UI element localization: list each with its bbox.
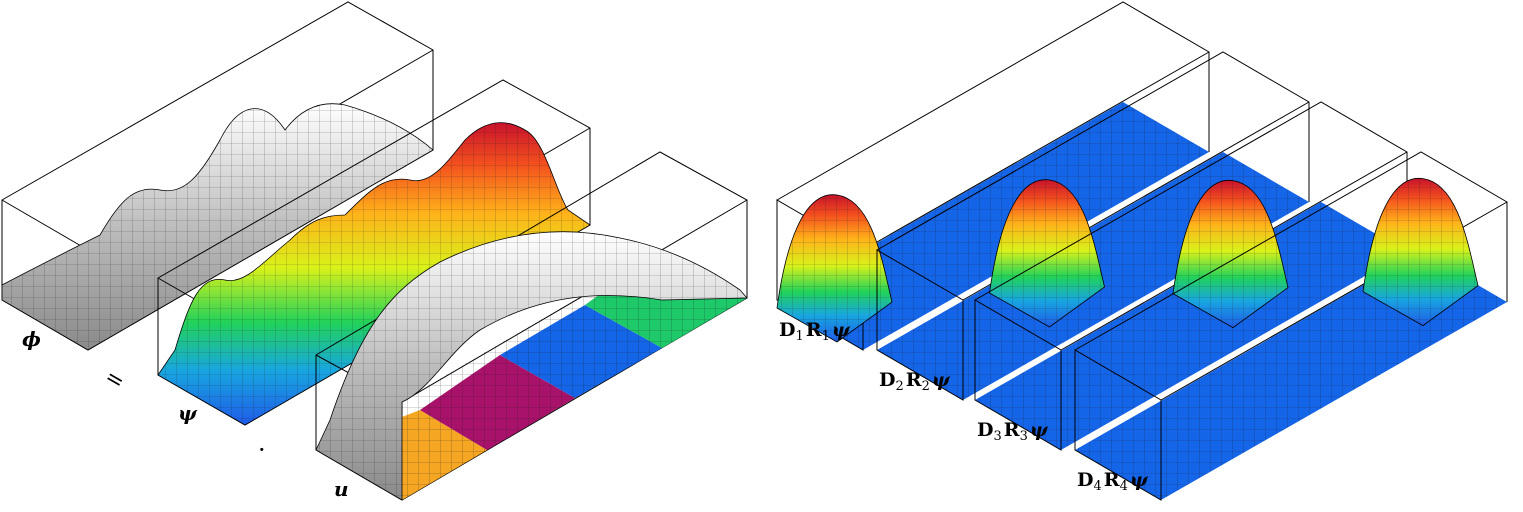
patch-2: D2 R2 ψ [876,51,1310,401]
dot-sign: · [258,436,266,464]
patch-floor-mesh [1075,252,1507,500]
patch-label-4: D4 R4 ψ [1077,469,1149,494]
patch-label-2: D2 R2 ψ [879,369,951,394]
patch-1: D1 R1 ψ [776,1,1210,351]
patch-label-1: D1 R1 ψ [779,319,851,344]
patch-bump-mesh [1363,178,1478,326]
equals-sign: = [100,365,128,396]
patch-label-3: D3 R3 ψ [977,419,1049,444]
patch-4: D4 R4 ψ [1074,151,1508,501]
patch-3: D3 R3 ψ [974,101,1408,451]
u-plot: u [315,151,748,501]
phi-label: ϕ [22,327,41,351]
patch-floor-mesh [975,202,1407,450]
psi-label: ψ [178,401,198,425]
patch-bump-mesh [989,179,1105,327]
psi-surface-mesh [158,122,590,425]
phi-surface-mesh [2,103,433,350]
u-surface-mesh [316,231,747,500]
phi-plot: ϕ [1,1,434,351]
u-label: u [334,477,349,501]
patch-bump-mesh [1173,180,1288,328]
psi-plot: ψ [157,79,591,426]
decomposition-panel: D1 R1 ψ D2 R2 ψ D3 R3 ψ D4 R4 ψ [776,1,1508,501]
patch-bump-mesh [777,194,892,342]
u-floor-mesh [316,250,747,500]
